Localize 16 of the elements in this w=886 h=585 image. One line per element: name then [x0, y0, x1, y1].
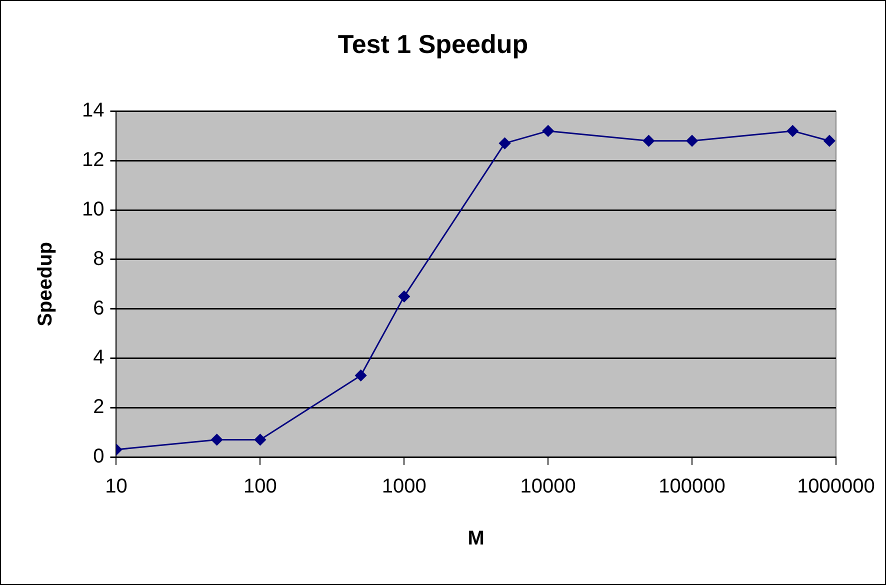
- y-tick-label: 10: [82, 198, 104, 221]
- y-tick-label: 6: [93, 297, 104, 320]
- chart-title: Test 1 Speedup: [338, 28, 528, 59]
- y-tick-label: 14: [82, 100, 104, 122]
- x-tick-label: 1000000: [797, 476, 875, 498]
- y-tick-label: 12: [82, 149, 104, 172]
- y-tick-label: 0: [93, 446, 104, 468]
- x-tick-label: 10000: [520, 476, 576, 498]
- y-axis-title: Speedup: [34, 242, 57, 326]
- x-tick-label: 100000: [658, 476, 726, 498]
- x-axis-title: M: [468, 528, 484, 550]
- y-tick-label: 2: [93, 396, 104, 418]
- x-tick-label: 1000: [382, 476, 426, 498]
- y-tick-label: 4: [93, 346, 104, 369]
- x-tick-label: 100: [244, 476, 277, 498]
- y-tick-label: 8: [93, 248, 104, 270]
